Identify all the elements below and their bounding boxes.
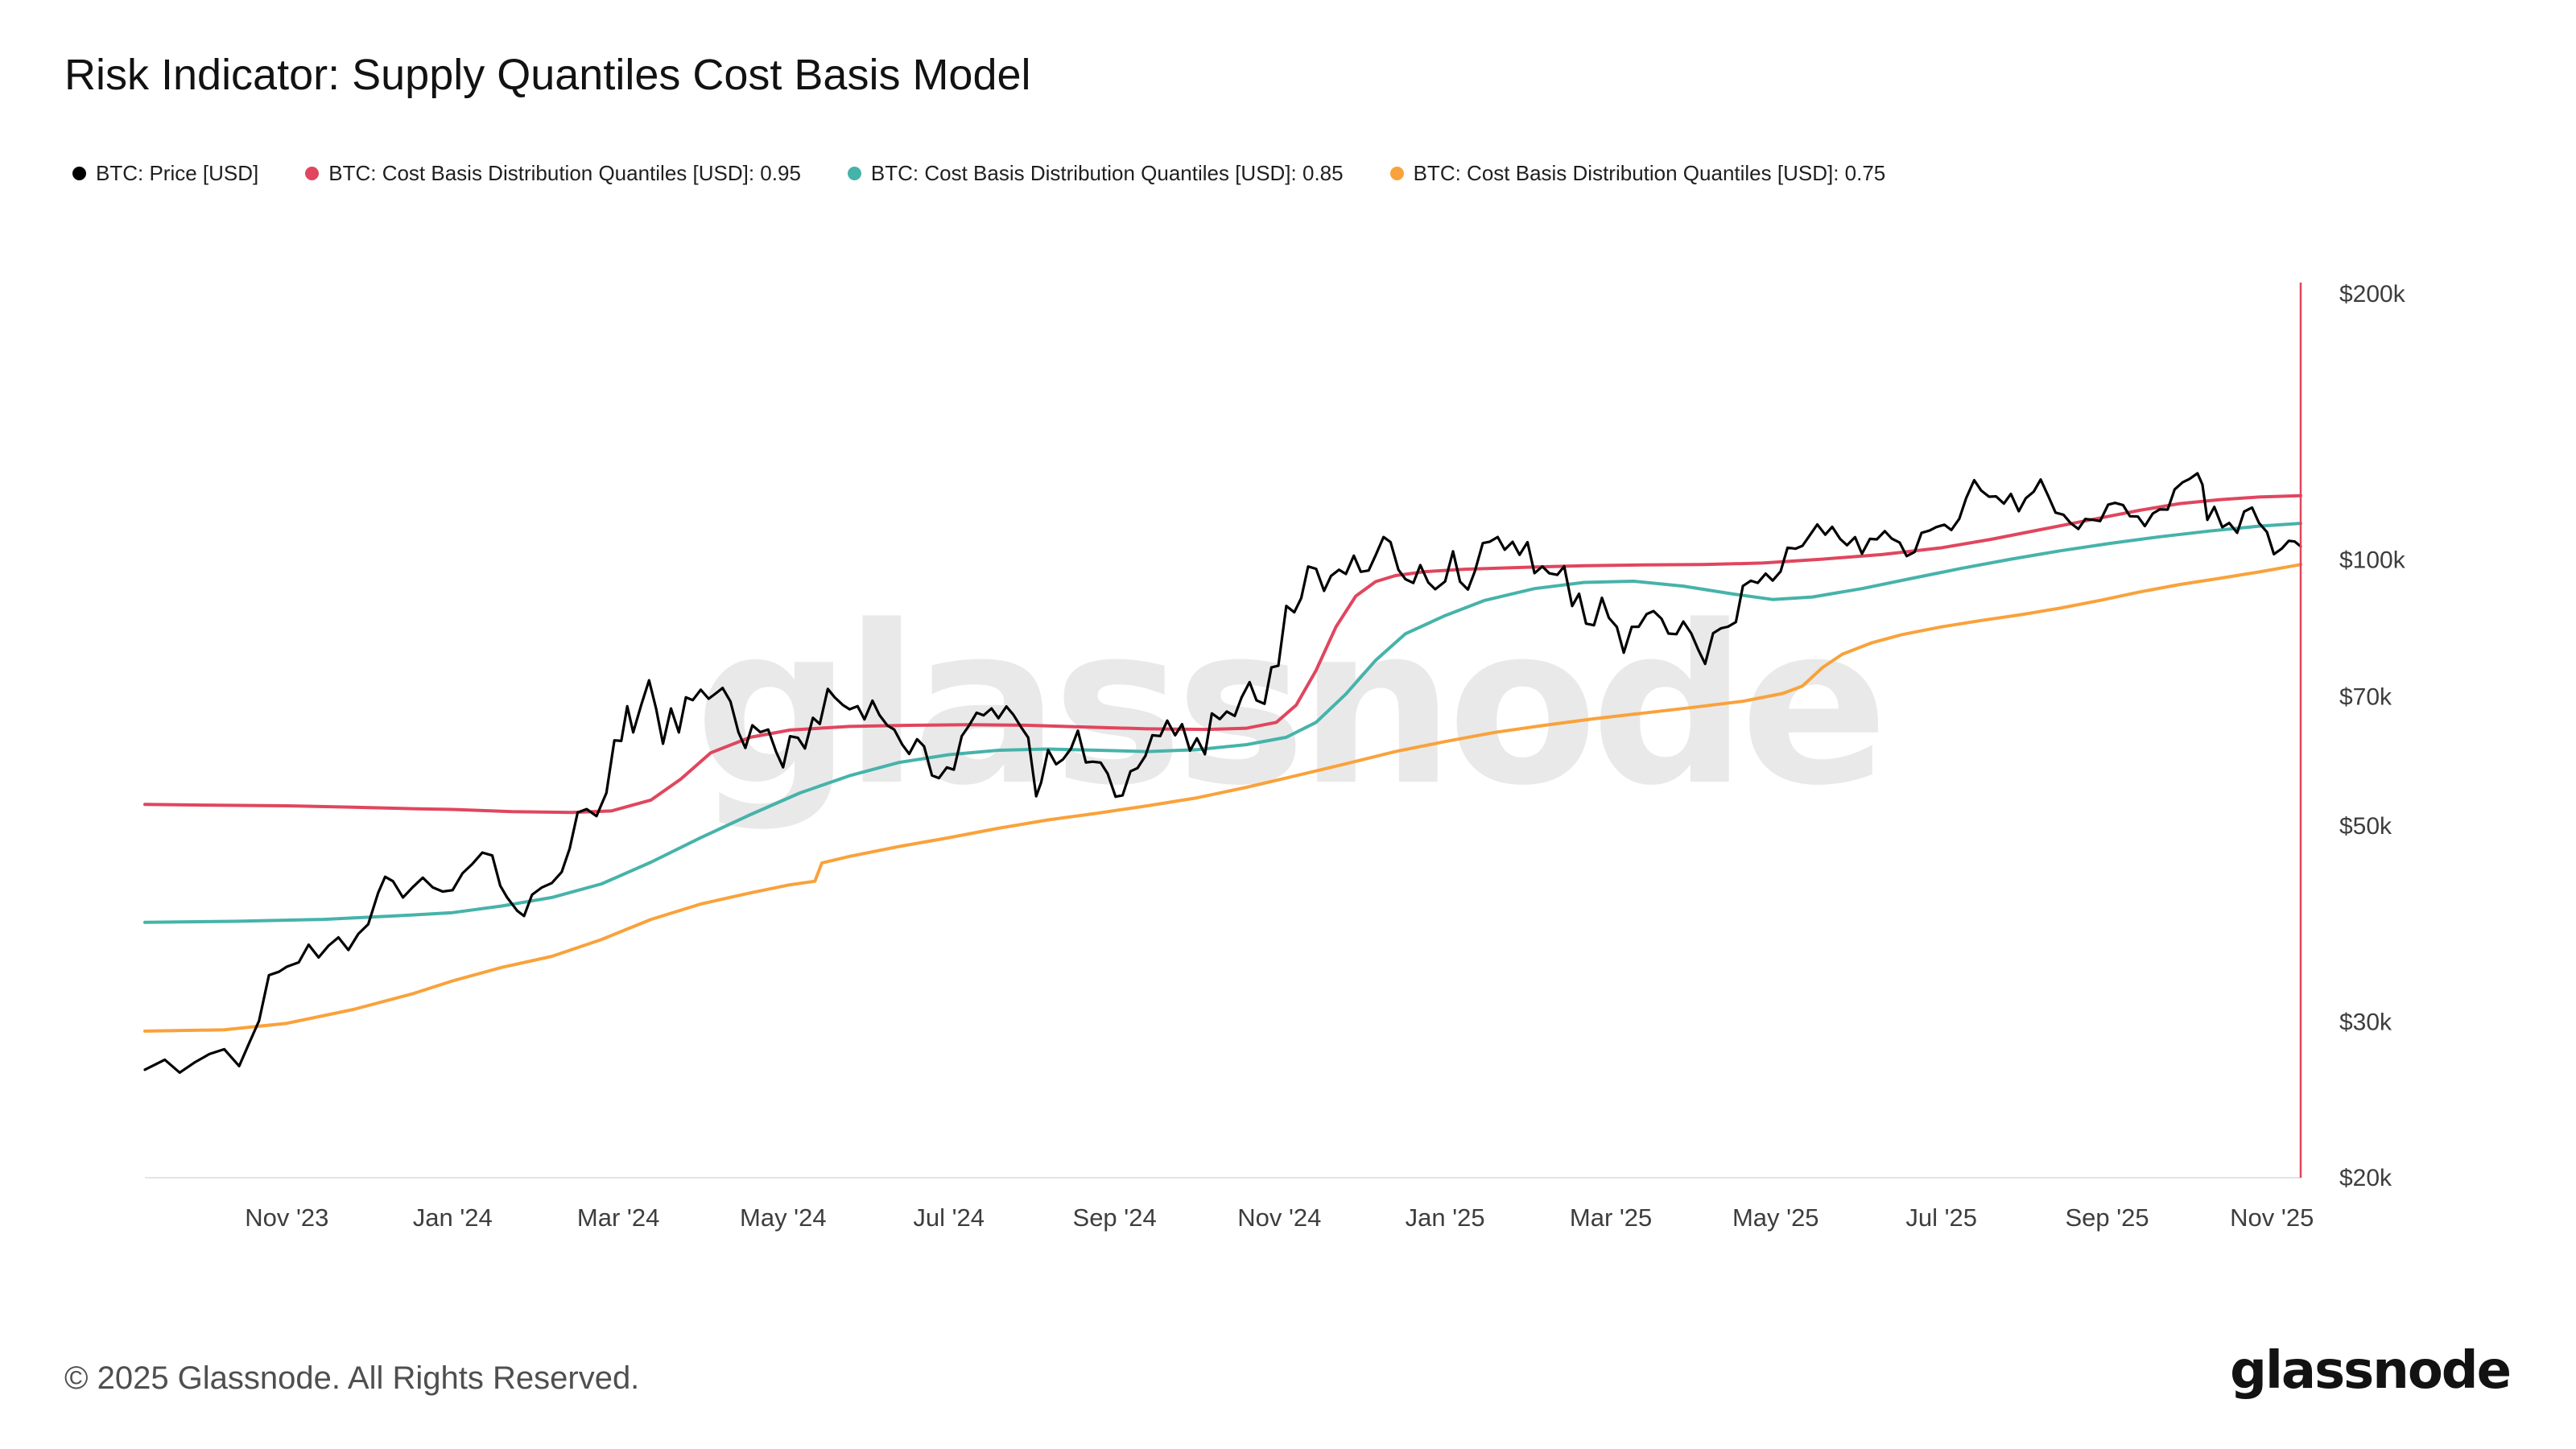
series-line-q095 <box>143 493 2302 815</box>
legend-dot-icon <box>847 167 861 180</box>
y-tick-label: $100k <box>2339 547 2406 574</box>
y-tick-label: $70k <box>2339 684 2392 711</box>
legend: BTC: Price [USD] BTC: Cost Basis Distribu… <box>72 161 1885 186</box>
legend-dot-icon <box>305 167 320 180</box>
legend-item-1[interactable]: BTC: Cost Basis Distribution Quantiles [… <box>305 161 801 186</box>
x-tick-label: Jan '25 <box>1406 1203 1485 1232</box>
y-tick-label: $50k <box>2339 813 2392 840</box>
legend-label: BTC: Cost Basis Distribution Quantiles [… <box>870 161 1344 185</box>
x-tick-label: Mar '24 <box>577 1203 659 1232</box>
x-tick-label: May '24 <box>740 1203 827 1232</box>
y-tick-label: $30k <box>2339 1009 2392 1036</box>
page-title: Risk Indicator: Supply Quantiles Cost Ba… <box>64 51 1031 99</box>
x-tick-label: May '25 <box>1732 1203 1819 1232</box>
x-tick-label: Jan '24 <box>413 1203 493 1232</box>
y-tick-label: $20k <box>2339 1165 2392 1191</box>
legend-item-2[interactable]: BTC: Cost Basis Distribution Quantiles [… <box>847 161 1344 186</box>
legend-label: BTC: Price [USD] <box>96 161 259 185</box>
series-line-price <box>143 472 2302 1075</box>
x-tick-label: Mar '25 <box>1570 1203 1652 1232</box>
legend-dot-icon <box>72 167 86 180</box>
series-line-q085 <box>143 522 2302 924</box>
x-tick-label: Jul '24 <box>913 1203 985 1232</box>
x-tick-label: Jul '25 <box>1905 1203 1977 1232</box>
glassnode-logo: glassnode <box>2230 1341 2512 1401</box>
legend-label: BTC: Cost Basis Distribution Quantiles [… <box>1413 161 1886 185</box>
x-tick-label: Nov '25 <box>2230 1203 2314 1232</box>
x-tick-label: Sep '25 <box>2065 1203 2149 1232</box>
x-tick-label: Nov '24 <box>1237 1203 1321 1232</box>
x-tick-label: Nov '23 <box>245 1203 328 1232</box>
legend-dot-icon <box>1389 167 1404 180</box>
legend-label: BTC: Cost Basis Distribution Quantiles [… <box>328 161 801 185</box>
legend-item-3[interactable]: BTC: Cost Basis Distribution Quantiles [… <box>1389 161 1886 186</box>
y-tick-label: $200k <box>2339 281 2406 308</box>
legend-item-0[interactable]: BTC: Price [USD] <box>72 161 258 186</box>
series-line-q075 <box>143 563 2302 1033</box>
footer-copyright: © 2025 Glassnode. All Rights Reserved. <box>64 1360 640 1396</box>
x-tick-label: Sep '24 <box>1073 1203 1157 1232</box>
